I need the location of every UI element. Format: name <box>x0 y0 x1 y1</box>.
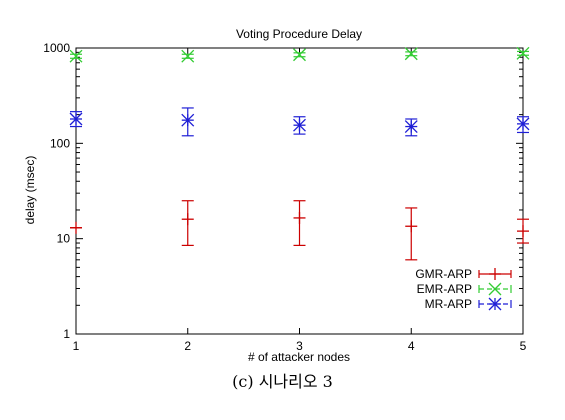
chart: Voting Procedure Delay delay (msec) # of… <box>23 27 530 364</box>
legend-label-emr-arp: EMR-ARP <box>417 282 472 296</box>
gmr-arp-point <box>517 225 529 238</box>
legend-marker-emr-arp <box>488 282 502 296</box>
legend-marker-gmr-arp <box>489 268 501 280</box>
gmr-arp-point <box>293 211 306 224</box>
mr-arp-point <box>404 120 418 134</box>
mr-arp-point <box>293 118 306 132</box>
mr-arp-point <box>69 112 83 126</box>
x-axis-title: # of attacker nodes <box>248 350 350 364</box>
emr-arp-point <box>404 47 418 61</box>
y-tick-label-100: 100 <box>50 136 70 150</box>
emr-arp-point <box>69 49 83 63</box>
legend-label-gmr-arp: GMR-ARP <box>415 267 472 281</box>
mr-arp-point <box>181 113 195 127</box>
emr-arp-point <box>516 46 530 60</box>
series-layer <box>69 46 530 261</box>
chart-title: Voting Procedure Delay <box>236 27 362 41</box>
x-tick-label-1: 1 <box>73 339 80 353</box>
emr-arp-point <box>293 48 306 62</box>
legend-marker-mr-arp <box>488 297 502 311</box>
gmr-arp-point <box>181 213 194 226</box>
x-tick-label-2: 2 <box>184 339 191 353</box>
legend-label-mr-arp: MR-ARP <box>425 297 472 311</box>
axes: 1 2 3 4 5 1 10 100 1000 <box>43 41 526 353</box>
x-tick-label-5: 5 <box>520 339 527 353</box>
y-axis-title: delay (msec) <box>23 156 37 225</box>
emr-arp-point <box>181 49 195 63</box>
mr-arp-point <box>516 117 530 131</box>
y-tick-label-1000: 1000 <box>43 41 70 55</box>
gmr-arp-point <box>70 221 82 234</box>
x-tick-label-3: 3 <box>296 339 303 353</box>
y-tick-label-1: 1 <box>63 327 70 341</box>
figure-caption: (c) 시나리오 3 <box>232 372 333 391</box>
x-tick-label-4: 4 <box>408 339 415 353</box>
gmr-arp-point <box>405 220 418 233</box>
y-tick-label-10: 10 <box>57 232 71 246</box>
